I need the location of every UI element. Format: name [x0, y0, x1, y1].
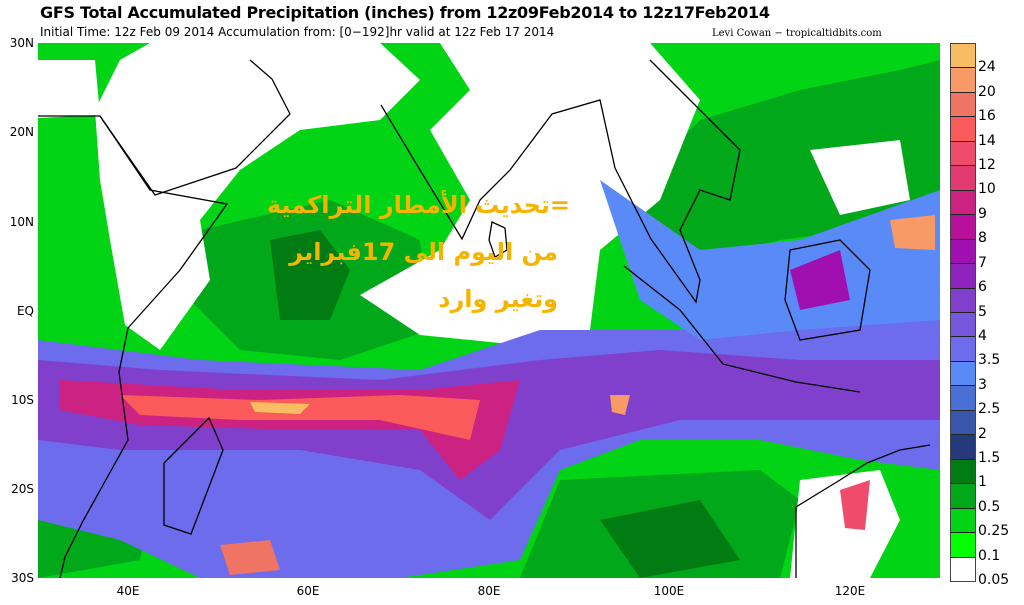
map-title: GFS Total Accumulated Precipitation (inc… [40, 3, 770, 22]
lat-label-10n: 10N [9, 215, 34, 229]
colorbar-label: 20 [978, 83, 996, 100]
colorbar-label: 1.5 [978, 449, 1001, 466]
colorbar-label: 14 [978, 132, 996, 149]
colorbar-label: 9 [978, 205, 987, 222]
colorbar-label: 12 [978, 157, 996, 174]
colorbar-cell [951, 117, 975, 142]
colorbar-label: 5 [978, 303, 987, 320]
coastlines [38, 59, 931, 578]
colorbar-cell [951, 44, 975, 69]
colorbar-label: 6 [978, 279, 987, 296]
colorbar-cell [951, 361, 975, 387]
colorbar-cell [951, 92, 975, 118]
lat-label-30s: 30S [11, 571, 34, 585]
colorbar-label: 7 [978, 254, 987, 271]
colorbar-label: 0.5 [978, 498, 1001, 515]
colorbar-label: 0.1 [978, 547, 1001, 564]
colorbar-cell [951, 508, 975, 534]
map-subtitle: Initial Time: 12z Feb 09 2014 Accumulati… [40, 25, 555, 39]
colorbar-cell [951, 484, 975, 509]
lon-label-80e: 80E [477, 584, 501, 598]
colorbar-cell [951, 166, 975, 191]
lat-label-eq: EQ [16, 304, 34, 318]
colorbar-label: 3 [978, 376, 987, 393]
colorbar-cell [951, 386, 975, 411]
lat-label-30n: 30N [9, 36, 34, 50]
colorbar-label: 10 [978, 181, 996, 198]
colorbar-cell [951, 533, 975, 558]
colorbar-cell [951, 435, 975, 460]
lat-label-20n: 20N [9, 125, 34, 139]
lat-label-10s: 10S [11, 393, 34, 407]
overlay-line-3: وتغير وارد [438, 285, 558, 313]
colorbar-cell [951, 337, 975, 362]
colorbar-cell [951, 459, 975, 485]
colorbar-cell [951, 410, 975, 436]
colorbar-label: 0.25 [978, 523, 1010, 540]
colorbar-cell [951, 312, 975, 338]
colorbar-cell [951, 557, 975, 581]
colorbar-label: 0.05 [978, 572, 1010, 588]
colorbar-label: 4 [978, 327, 987, 344]
colorbar-cell [951, 190, 975, 216]
colorbar-label: 8 [978, 230, 987, 247]
colorbar-label: 2.5 [978, 401, 1001, 418]
colorbar-label: 24 [978, 59, 996, 76]
colorbar-cell [951, 215, 975, 240]
colorbar-cell [951, 264, 975, 289]
colorbar-label: 1 [978, 474, 987, 491]
colorbar-label: 3.5 [978, 352, 1001, 369]
colorbar-cell [951, 239, 975, 265]
credit-text: Levi Cowan − tropicaltidbits.com [712, 28, 882, 39]
lon-label-120e: 120E [834, 584, 866, 598]
colorbar [950, 43, 976, 582]
lon-label-40e: 40E [116, 584, 140, 598]
colorbar-label: 16 [978, 108, 996, 125]
lat-label-20s: 20S [11, 482, 34, 496]
arabic-overlay-text: =تحديث الأمطار التراكمية من اليوم الى 17… [240, 182, 570, 323]
lon-label-60e: 60E [296, 584, 320, 598]
heavy-rain-band [38, 180, 940, 578]
colorbar-cell [951, 288, 975, 313]
colorbar-cell [951, 68, 975, 93]
overlay-line-2: من اليوم الى 17فبراير [289, 238, 558, 266]
overlay-line-1: =تحديث الأمطار التراكمية [266, 191, 570, 219]
colorbar-label: 2 [978, 425, 987, 442]
colorbar-cell [951, 141, 975, 167]
lon-label-100e: 100E [653, 584, 685, 598]
precipitation-map [38, 43, 940, 578]
